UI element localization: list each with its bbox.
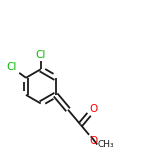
- Text: CH₃: CH₃: [98, 140, 114, 149]
- Text: O: O: [90, 136, 98, 146]
- Text: Cl: Cl: [36, 50, 46, 60]
- Text: Cl: Cl: [7, 62, 17, 72]
- Text: O: O: [90, 103, 98, 114]
